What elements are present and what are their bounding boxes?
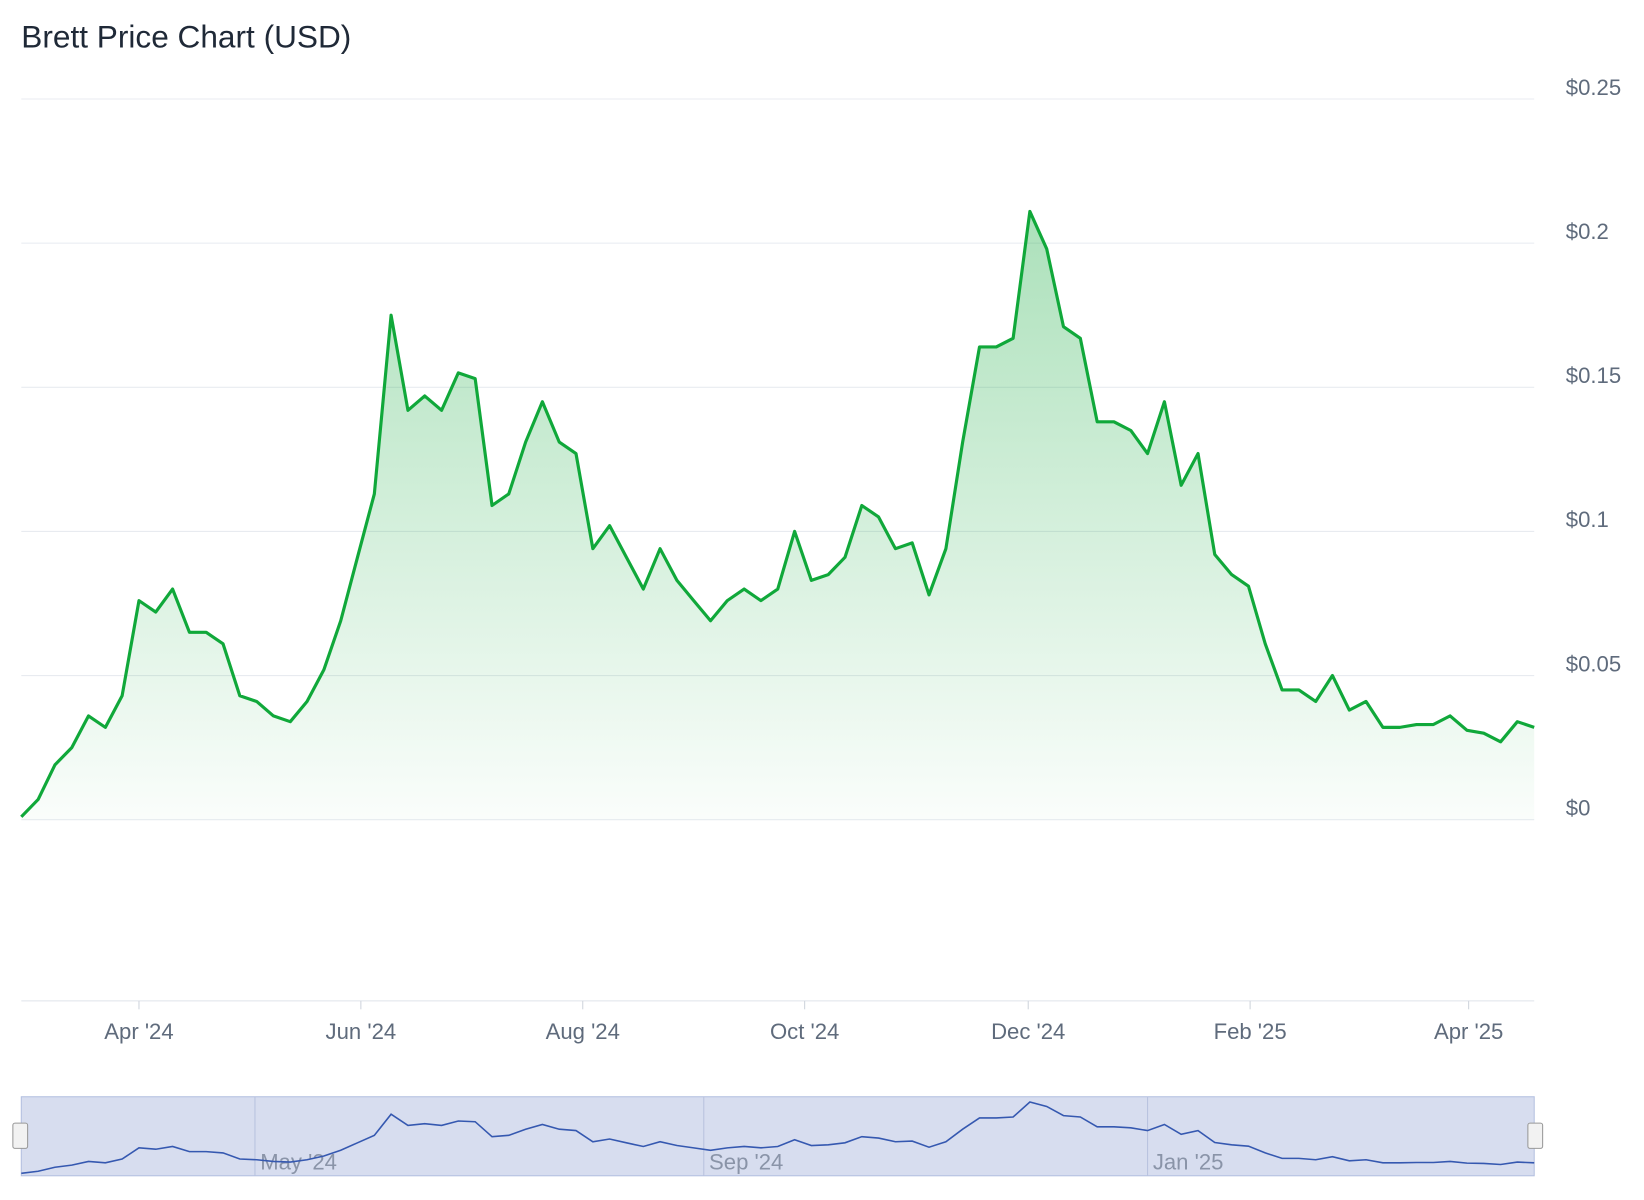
- x-tick-label: Aug '24: [546, 1019, 620, 1044]
- navigator-handle[interactable]: [12, 1122, 29, 1149]
- y-tick-label: $0.1: [1566, 507, 1609, 532]
- x-tick-label: Jun '24: [326, 1019, 397, 1044]
- x-tick-label: Dec '24: [991, 1019, 1065, 1044]
- price-line: [20, 209, 1535, 818]
- navigator[interactable]: [20, 1096, 1535, 1177]
- x-tick-label: Oct '24: [770, 1019, 839, 1044]
- y-tick-label: $0.25: [1566, 75, 1621, 100]
- area: [21, 211, 1535, 820]
- navigator-line: [21, 1101, 1535, 1175]
- y-tick-label: $0.2: [1566, 219, 1609, 244]
- navigator-tick-label: Sep '24: [709, 1149, 783, 1174]
- y-tick-label: $0: [1566, 795, 1591, 820]
- navigator-tick-label: Jan '25: [1153, 1149, 1224, 1174]
- navigator-handle[interactable]: [1527, 1122, 1544, 1149]
- x-tick-label: Apr '25: [1434, 1019, 1503, 1044]
- x-tick-label: Apr '24: [104, 1019, 173, 1044]
- x-tick-label: Feb '25: [1214, 1019, 1287, 1044]
- y-tick-label: $0.05: [1566, 651, 1621, 676]
- y-tick-label: $0.15: [1566, 363, 1621, 388]
- chart-title: Brett Price Chart (USD): [21, 18, 351, 54]
